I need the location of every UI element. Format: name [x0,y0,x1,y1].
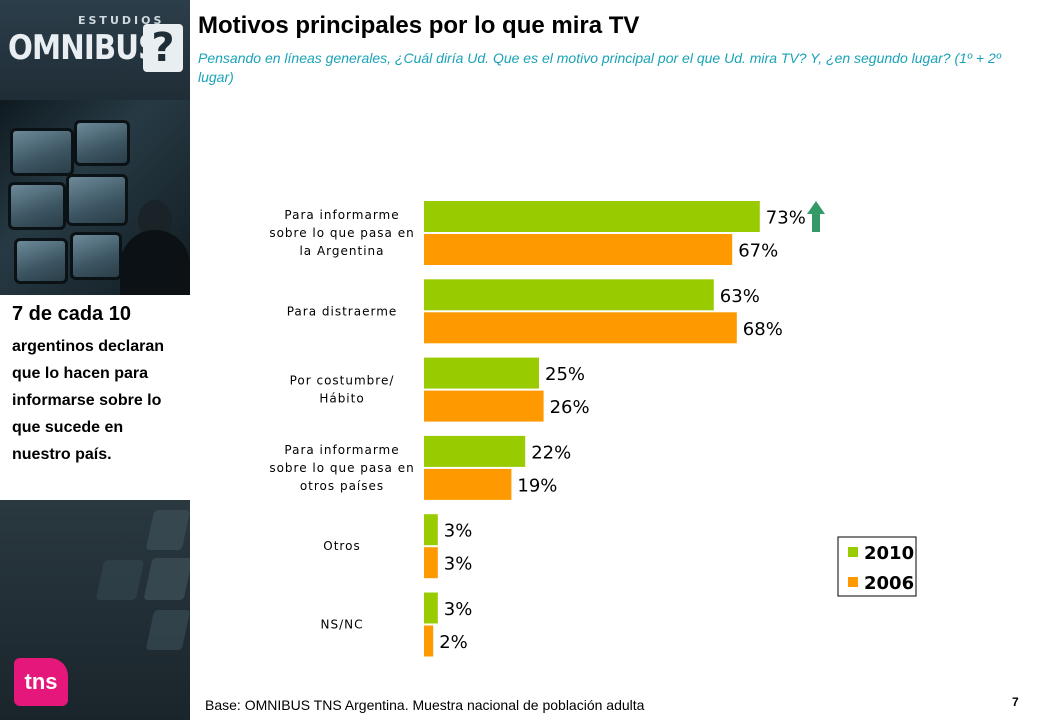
value-label: 3% [444,554,473,575]
bar-2010 [424,592,438,624]
legend-swatch-2006 [848,577,858,587]
category-label: Hábito [319,392,364,406]
tns-logo: tns [14,658,68,706]
value-label: 25% [545,364,585,385]
bar-2006 [424,625,434,657]
bar-2006 [424,234,733,265]
category-label: NS/NC [321,618,364,632]
legend-label-2010: 2010 [864,543,914,564]
bar-2006 [424,390,544,422]
page-title: Motivos principales por lo que mira TV [198,12,640,39]
bar-2010 [424,279,714,311]
category-label: Por costumbre/ [290,374,395,388]
value-label: 3% [444,521,473,542]
tv-viewer-photo [0,100,190,295]
legend-label-2006: 2006 [864,573,914,594]
callout-body: argentinos declaran que lo hacen para in… [12,338,165,463]
decorative-panels: tns [0,500,190,720]
value-labels: 73% 67% 63% 68% 25% 26% 22% 19% 3% 3% 3% 2% [439,208,806,654]
category-labels: Para informarme sobre lo que pasa en la Ar… [269,208,414,632]
category-label: Otros [323,539,360,553]
bars [424,201,760,657]
value-label: 3% [444,599,473,620]
category-label: Para informarme [284,443,399,457]
category-label: Para informarme [284,208,399,222]
bar-2006 [424,547,438,579]
up-arrow-icon [807,201,825,232]
logo-omnibus-text: OMNIBUS [8,28,159,68]
bar-2006 [424,468,512,500]
sidebar: ESTUDIOS OMNIBUS ? 7 de cada 10 argentin… [0,0,190,720]
page-number: 7 [1012,695,1019,709]
value-label: 2% [439,632,468,653]
bar-2010 [424,514,438,546]
bar-2010 [424,357,539,389]
insight-callout: 7 de cada 10 argentinos declaran que lo … [0,295,190,500]
value-label: 67% [738,241,778,262]
annotations [807,201,825,232]
value-label: 68% [743,319,783,340]
category-label: otros países [300,479,384,493]
value-label: 63% [720,286,760,307]
bar-2010 [424,201,760,232]
question-mark-icon: ? [143,24,183,72]
callout-title: 7 de cada 10 [12,303,131,325]
value-label: 26% [550,397,590,418]
category-label: sobre lo que pasa en [269,461,414,475]
value-label: 19% [517,475,557,496]
value-label: 73% [766,208,806,229]
page-subtitle: Pensando en líneas generales, ¿Cuál dirí… [198,50,1001,85]
base-note: Base: OMNIBUS TNS Argentina. Muestra nac… [205,697,645,713]
legend-swatch-2010 [848,547,858,557]
value-label: 22% [531,442,571,463]
bar-2006 [424,312,737,344]
logo-estudios-text: ESTUDIOS [78,14,165,27]
category-label: Para distraerme [287,304,398,318]
category-label: la Argentina [299,244,384,258]
category-label: sobre lo que pasa en [269,226,414,240]
bar-2010 [424,435,526,467]
omnibus-logo: ESTUDIOS OMNIBUS ? [0,0,190,100]
legend: 2010 2006 [837,536,917,597]
